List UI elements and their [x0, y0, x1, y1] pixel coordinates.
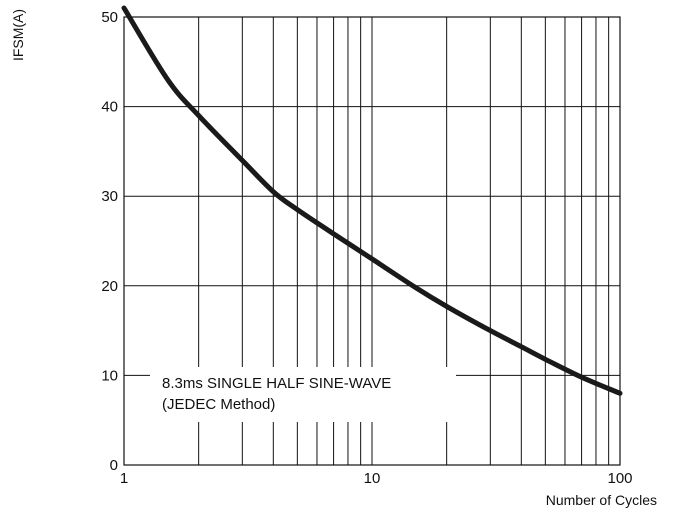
y-tick-label: 20 [101, 278, 118, 295]
x-tick-labels: 1 10 100 [120, 470, 633, 487]
grid [124, 17, 620, 465]
annotation-line-2: (JEDEC Method) [162, 396, 275, 413]
annotation-box [150, 367, 456, 422]
y-tick-label: 50 [101, 9, 118, 26]
y-axis-label: IFSM(A) [10, 9, 26, 61]
series-line [121, 5, 623, 396]
x-tick-label: 100 [607, 470, 632, 487]
x-gridlines [198, 17, 610, 465]
y-tick-label: 10 [101, 367, 118, 384]
y-tick-label: 30 [101, 188, 118, 205]
plot-frame [123, 16, 621, 466]
x-tick-label: 1 [120, 470, 128, 487]
y-tick-label: 40 [101, 99, 118, 116]
series-layer [121, 5, 623, 396]
x-axis-label: Number of Cycles [546, 492, 657, 508]
y-tick-label: 0 [110, 457, 118, 474]
y-tick-labels: 0 10 20 30 40 50 [101, 9, 118, 474]
annotation-line-1: 8.3ms SINGLE HALF SINE-WAVE [162, 375, 391, 392]
x-tick-label: 10 [364, 470, 381, 487]
